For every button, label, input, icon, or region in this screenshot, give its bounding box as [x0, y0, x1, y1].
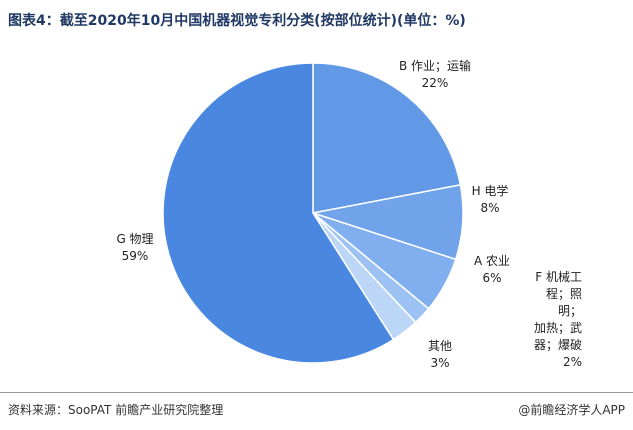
slice-label: H 电学 8%: [472, 183, 509, 217]
category-label: G 物理: [116, 232, 154, 246]
slice-label: 其他 3%: [428, 338, 452, 372]
category-label: A 农业: [473, 254, 511, 268]
value-label: 6%: [482, 271, 502, 285]
slice-label: A 农业 6%: [474, 253, 510, 287]
pie-slice: [312, 62, 462, 214]
divider: [0, 392, 633, 393]
value-label: 8%: [480, 201, 500, 215]
category-label: B 作业；运输: [398, 59, 472, 73]
slice-label: B 作业；运输 22%: [399, 58, 471, 92]
category-label: H 电学: [471, 184, 509, 198]
source: 资料来源：SooPAT 前瞻产业研究院整理: [8, 403, 224, 417]
chart-title: 图表4：截至2020年10月中国机器视觉专利分类(按部位统计)(单位：%): [8, 13, 466, 29]
value-label: 59%: [121, 249, 149, 263]
category-label: 其他: [427, 339, 453, 353]
value-label: 22%: [421, 76, 449, 90]
value-label: 3%: [430, 356, 450, 370]
value-label: 2%: [562, 355, 582, 369]
slice-label: G 物理 59%: [116, 231, 153, 265]
slice-label: F 机械工程；照明； 加热；武器；爆破 2%: [531, 269, 582, 371]
brand: @前瞻经济学人APP: [518, 403, 625, 417]
category-label: F 机械工程；照明； 加热；武器；爆破: [533, 270, 582, 352]
pie-slice: [162, 62, 395, 364]
